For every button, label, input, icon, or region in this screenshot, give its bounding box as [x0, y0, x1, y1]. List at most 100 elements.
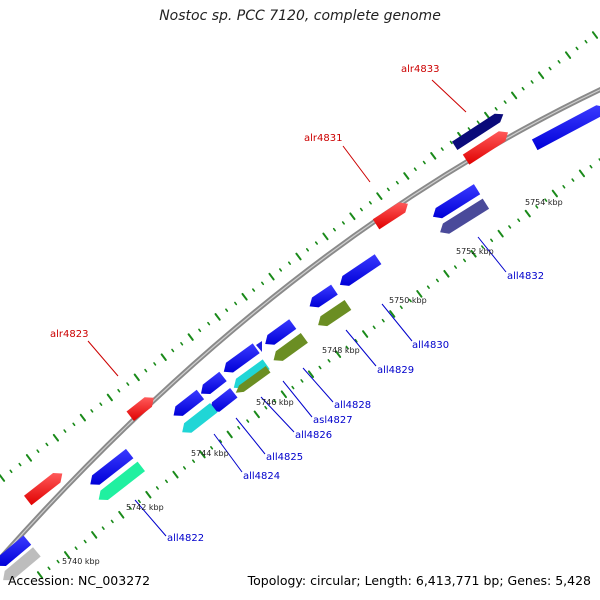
tick-dot [508, 225, 512, 229]
tick-dot [413, 167, 417, 172]
leader-all4826 [260, 396, 295, 433]
tick-dot [551, 189, 558, 198]
gene-all4824-b[interactable] [210, 388, 238, 412]
tick-dot [544, 198, 548, 202]
gene-forward-left[interactable] [24, 473, 63, 506]
tick-dot [557, 60, 561, 64]
gene-all4826-b[interactable] [235, 366, 271, 393]
gene-alr4823[interactable] [126, 397, 154, 421]
gene-label-all4822[interactable]: all4822 [167, 533, 204, 544]
gene-reverse-left[interactable] [0, 535, 32, 567]
gene-all4828[interactable] [273, 333, 308, 361]
tick-dot [172, 470, 179, 479]
tick-dot [368, 201, 372, 205]
tick-dot [318, 365, 322, 370]
gene-label-all4826[interactable]: all4826 [295, 430, 332, 441]
tick-dot [430, 152, 437, 160]
leader-all4824 [213, 433, 243, 473]
gene-asl-marker[interactable] [256, 341, 262, 352]
tick-dot [395, 180, 399, 185]
gene-all4829[interactable] [265, 319, 297, 345]
gene-label-all4828[interactable]: all4828 [334, 400, 371, 411]
gene-all4826[interactable] [223, 343, 260, 373]
gene-all4832-a[interactable] [433, 184, 481, 219]
gene-label-all4829[interactable]: all4829 [377, 365, 414, 376]
tick-dot [171, 348, 175, 353]
leader-all4832 [477, 236, 507, 273]
tick-dot [118, 510, 125, 519]
gene-label-all4825[interactable]: all4825 [266, 452, 303, 463]
tick-dot [198, 328, 202, 333]
tick-dot [389, 310, 396, 318]
tick-dot [192, 459, 196, 463]
tick-dot [307, 370, 315, 378]
tick-dot [261, 281, 265, 286]
tick-dot [56, 559, 60, 564]
leader-alr4833 [431, 79, 467, 113]
tick-dot [521, 86, 525, 91]
tick-dot [90, 409, 94, 413]
tick-dot [381, 318, 385, 323]
tick-dot [449, 140, 453, 145]
leader-all4828 [302, 367, 334, 403]
tick-dot [253, 410, 260, 419]
gene-reverse-5749[interactable] [309, 284, 338, 308]
gene-reverse-5750[interactable] [339, 254, 382, 286]
tick-dot [182, 466, 187, 470]
gene-alr4831[interactable] [372, 202, 408, 230]
tick-dot [225, 308, 229, 312]
tick-dot [241, 292, 248, 301]
gene-label-alr4833[interactable]: alr4833 [401, 64, 439, 75]
tick-dot [128, 506, 132, 510]
gene-all4825[interactable] [201, 371, 227, 394]
tick-dot [416, 290, 423, 298]
gene-all4824-a[interactable] [173, 389, 205, 416]
tick-dot [117, 388, 121, 393]
tick-dot [591, 31, 599, 39]
tick-dot [199, 450, 206, 459]
gene-label-all4824[interactable]: all4824 [243, 471, 280, 482]
gene-label-alr4823[interactable]: alr4823 [50, 329, 88, 340]
tick-dot [63, 429, 67, 433]
tick-dot [564, 51, 572, 59]
gene-label-all4832[interactable]: all4832 [507, 271, 544, 282]
tick-dot [153, 362, 157, 366]
gene-all4832-b[interactable] [440, 198, 490, 234]
tick-dot [63, 551, 71, 559]
gene-all4822-a[interactable] [90, 448, 134, 485]
gene-all4822-b[interactable] [98, 461, 145, 500]
tick-dot [164, 479, 168, 484]
tick-dot [110, 519, 114, 524]
gene-alr4833[interactable] [462, 131, 508, 165]
tick-dot [74, 546, 78, 550]
gene-reverse-gray[interactable] [3, 547, 41, 581]
gene-label-asl4827[interactable]: asl4827 [313, 415, 353, 426]
tick-dot [571, 178, 575, 182]
gene-forward-right[interactable] [531, 105, 600, 151]
tick-dot [18, 462, 22, 467]
gene-label-all4830[interactable]: all4830 [412, 340, 449, 351]
tick-dot [332, 227, 336, 232]
tick-dot [341, 221, 345, 225]
kbp-label-5744: 5744 kbp [191, 449, 229, 458]
tick-dot-tracks [0, 31, 600, 579]
gene-all4824-c[interactable] [182, 403, 218, 433]
tick-dot [535, 205, 539, 209]
gene-alr4833-top[interactable] [452, 113, 504, 150]
kbp-label-5742: 5742 kbp [126, 503, 164, 512]
tick-dot [476, 120, 480, 125]
tick-dot [511, 91, 518, 100]
genome-summary-text: Topology: circular; Length: 6,413,771 bp… [247, 573, 591, 588]
tick-dot [334, 350, 342, 358]
tick-dot [399, 305, 403, 310]
leader-alr4823 [87, 340, 119, 377]
tick-dot [52, 433, 60, 442]
gene-label-alr4831[interactable]: alr4831 [304, 133, 342, 144]
tick-dot [359, 207, 363, 212]
tick-dot [386, 187, 390, 192]
gene-asl4827[interactable] [233, 359, 270, 389]
tick-dot [349, 212, 356, 221]
tick-dot [252, 288, 256, 292]
tick-dot [279, 268, 283, 272]
gene-all4830[interactable] [318, 300, 352, 327]
